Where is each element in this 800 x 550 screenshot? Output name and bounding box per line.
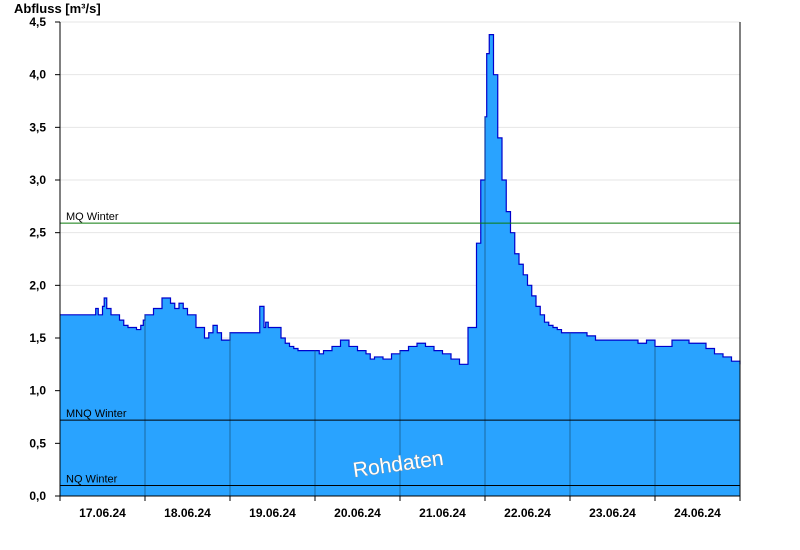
reference-label: MNQ Winter <box>66 408 127 420</box>
y-tick-label: 0,0 <box>29 489 46 503</box>
y-tick-label: 4,5 <box>29 15 46 29</box>
x-tick-label: 17.06.24 <box>79 506 126 520</box>
x-tick-label: 19.06.24 <box>249 506 296 520</box>
x-tick-label: 22.06.24 <box>504 506 551 520</box>
y-tick-label: 2,0 <box>29 278 46 292</box>
y-tick-label: 2,5 <box>29 226 46 240</box>
y-axis-title: Abfluss [m³/s] <box>14 1 101 16</box>
y-tick-label: 3,5 <box>29 120 46 134</box>
y-tick-label: 4,0 <box>29 68 46 82</box>
y-tick-labels: 0,0 0,5 1,0 1,5 2,0 2,5 3,0 3,5 4,0 4,5 <box>29 15 60 503</box>
y-tick-label: 3,0 <box>29 173 46 187</box>
y-tick-label: 0,5 <box>29 436 46 450</box>
day-separators <box>144 116 656 496</box>
x-tick-label: 24.06.24 <box>674 506 721 520</box>
x-tick-label: 23.06.24 <box>589 506 636 520</box>
x-tick-label: 20.06.24 <box>334 506 381 520</box>
reference-lines: MQ Winter MNQ Winter NQ Winter <box>60 211 740 486</box>
reference-label: NQ Winter <box>66 473 118 485</box>
x-tick-label: 18.06.24 <box>164 506 211 520</box>
x-tick-labels: 17.06.24 18.06.24 19.06.24 20.06.24 21.06.24… <box>59 496 741 520</box>
y-tick-label: 1,0 <box>29 384 46 398</box>
x-tick-label: 21.06.24 <box>419 506 466 520</box>
discharge-line <box>60 34 741 365</box>
reference-label: MQ Winter <box>66 211 119 223</box>
y-tick-label: 1,5 <box>29 331 46 345</box>
